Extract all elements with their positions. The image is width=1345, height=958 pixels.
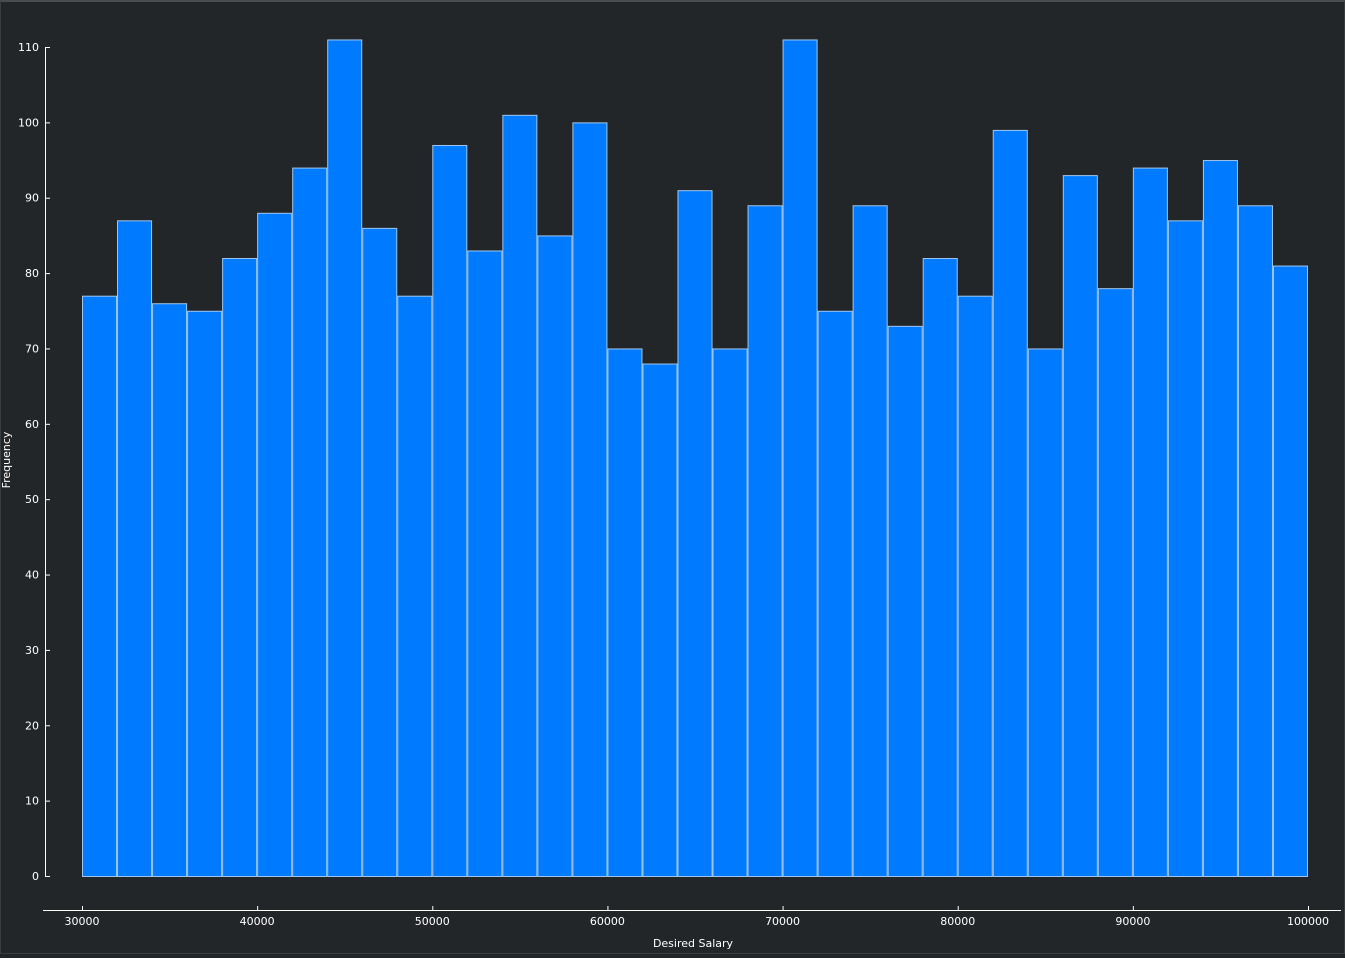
histogram-bar: [992, 129, 1028, 877]
histogram-bar: [852, 205, 888, 878]
histogram-bar: [607, 348, 643, 878]
y-tick-label: 30: [25, 644, 39, 657]
histogram-bar: [327, 39, 363, 878]
y-tick-label: 90: [25, 192, 39, 205]
histogram-bar: [397, 295, 433, 877]
x-tick-label: 30000: [65, 915, 100, 928]
y-tick-label: 70: [25, 342, 39, 355]
histogram-bar: [1027, 348, 1063, 878]
histogram-bar: [642, 363, 678, 877]
histogram-bar: [257, 212, 293, 878]
x-tick-label: 100000: [1287, 915, 1329, 928]
histogram-bar: [1167, 220, 1203, 877]
x-tick-label: 90000: [1115, 915, 1150, 928]
histogram-bar: [712, 348, 748, 878]
histogram-bar: [362, 227, 398, 877]
histogram-bar: [222, 258, 258, 877]
histogram-bar: [782, 39, 818, 878]
histogram-bar: [1132, 167, 1168, 877]
histogram-bar: [572, 122, 608, 877]
histogram-bar: [922, 258, 958, 877]
histogram-bar: [292, 167, 328, 877]
histogram-bar: [1202, 160, 1238, 877]
histogram-bar: [817, 310, 853, 878]
y-axis: 0 10 20 30 40 50 60 70 80 90 100 110: [18, 41, 50, 883]
histogram-bar: [82, 295, 118, 877]
histogram-bars: [82, 39, 1309, 878]
histogram-bar: [187, 310, 223, 878]
histogram-bar: [467, 250, 503, 877]
histogram-bar: [887, 325, 923, 877]
y-tick-label: 20: [25, 719, 39, 732]
histogram-bar: [957, 295, 993, 877]
y-tick-label: 80: [25, 267, 39, 280]
x-axis-label: Desired Salary: [653, 937, 734, 950]
x-tick-label: 50000: [415, 915, 450, 928]
x-tick-label: 60000: [590, 915, 625, 928]
x-tick-label: 80000: [940, 915, 975, 928]
histogram-bar: [747, 205, 783, 878]
y-tick-label: 60: [25, 418, 39, 431]
y-tick-label: 100: [18, 116, 39, 129]
histogram-bar: [117, 220, 153, 877]
histogram-bar: [1097, 288, 1133, 877]
histogram-bar: [1237, 205, 1273, 878]
histogram-bar: [502, 114, 538, 877]
y-axis-label: Frequency: [1, 431, 13, 488]
x-axis: 30000 40000 50000 60000 70000 80000 90000 10000…: [43, 906, 1341, 928]
y-tick-label: 10: [25, 795, 39, 808]
y-tick-label: 50: [25, 493, 39, 506]
histogram-bar: [432, 144, 468, 878]
histogram-bar: [537, 235, 573, 877]
x-tick-label: 40000: [240, 915, 275, 928]
histogram-bar: [1272, 265, 1309, 877]
y-tick-label: 40: [25, 569, 39, 582]
x-tick-label: 70000: [765, 915, 800, 928]
histogram-bar: [152, 303, 188, 877]
histogram-bar: [1062, 175, 1098, 878]
histogram-bar: [677, 190, 713, 877]
y-tick-label: 110: [18, 41, 39, 54]
y-tick-label: 0: [32, 870, 39, 883]
